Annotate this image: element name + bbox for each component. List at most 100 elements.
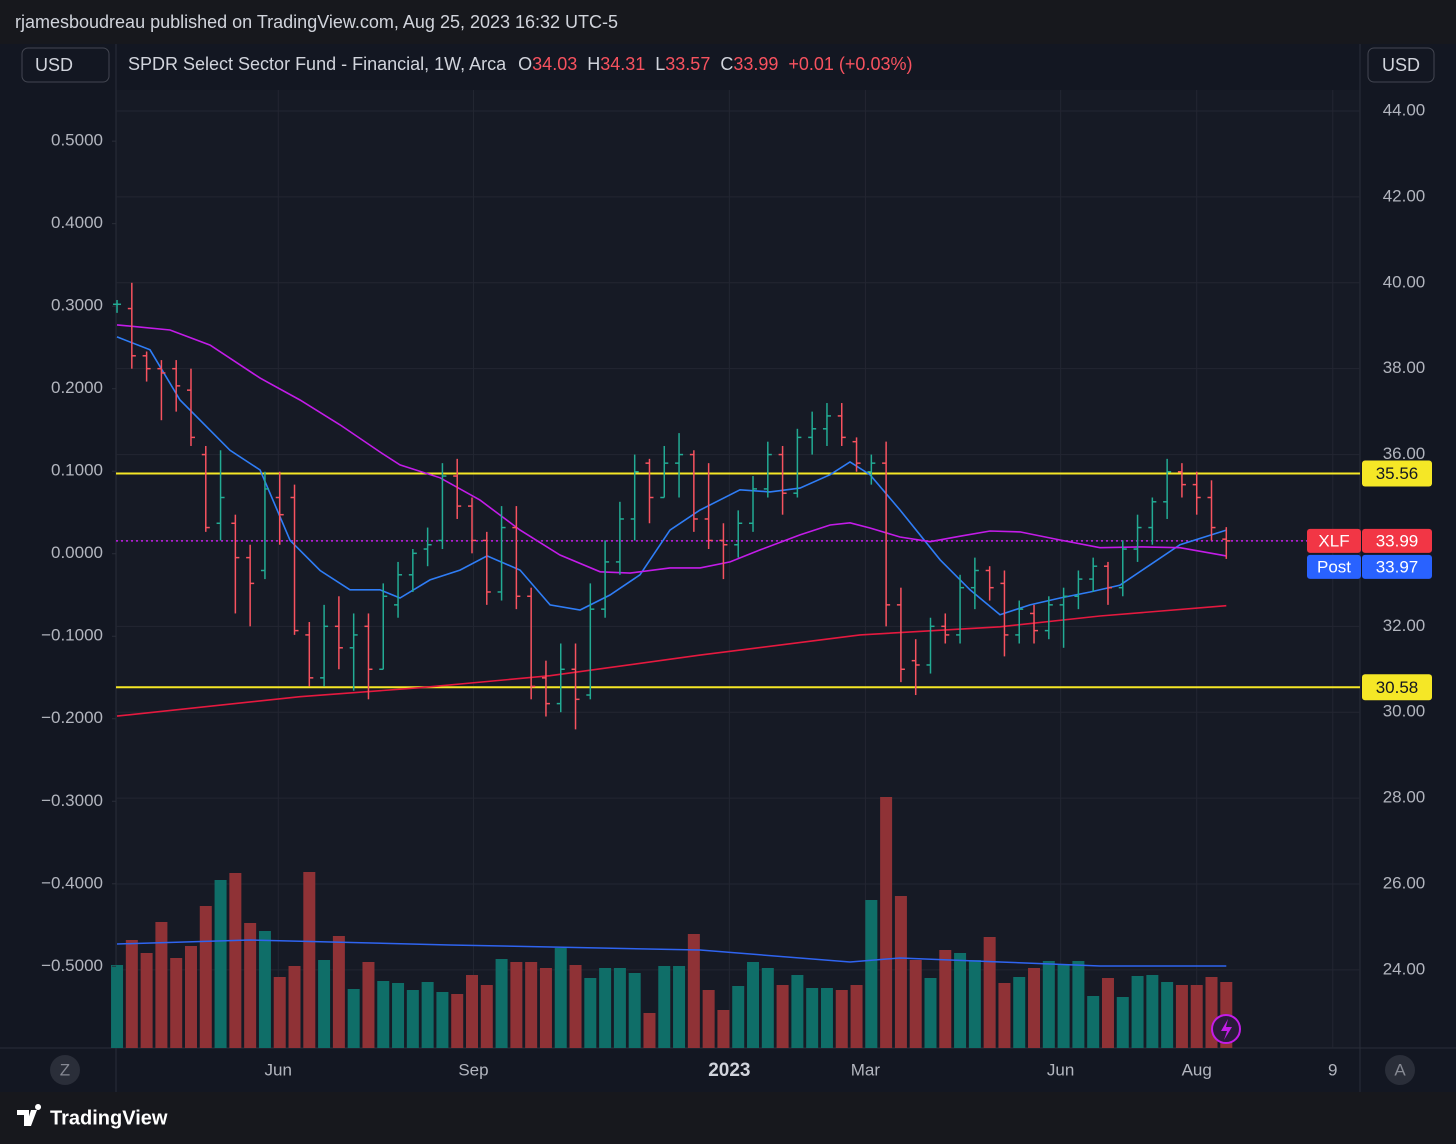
volume-bar (673, 966, 686, 1048)
volume-bar (820, 988, 833, 1048)
volume-bar (554, 948, 567, 1048)
currency-right[interactable]: USD (1382, 55, 1420, 75)
y2-tick-label: 0.1000 (51, 461, 103, 480)
volume-bar (658, 966, 671, 1048)
y2-tick-label: 0.5000 (51, 131, 103, 150)
volume-bar (495, 959, 508, 1048)
y-tick-label: 32.00 (1383, 616, 1426, 635)
legend-h: H (587, 54, 600, 74)
volume-bar (998, 983, 1011, 1048)
volume-bar (229, 873, 242, 1048)
volume-bar (954, 953, 967, 1048)
volume-bar (894, 896, 907, 1048)
volume-bar (584, 978, 597, 1048)
moving-average (116, 324, 1227, 574)
top-bar (0, 0, 1456, 44)
currency-box[interactable] (21, 47, 110, 83)
volume-bar (125, 940, 138, 1048)
volume-bar (140, 953, 153, 1048)
volume-bar (170, 958, 183, 1048)
price-tag (1362, 554, 1432, 579)
legend-open: 34.03 (532, 54, 577, 74)
a-label[interactable]: A (1394, 1060, 1406, 1079)
legend-title: SPDR Select Sector Fund - Financial, 1W,… (128, 54, 507, 74)
lightning-glyph (1221, 1019, 1232, 1040)
y-tick-label: 24.00 (1383, 959, 1426, 978)
volume-bar (525, 962, 538, 1048)
price-tag-name (1307, 554, 1361, 579)
volume-bar (288, 966, 301, 1048)
volume-bar (451, 994, 464, 1048)
volume-bar (1161, 982, 1174, 1048)
x-tick-label: 2023 (708, 1060, 750, 1081)
legend-low: 33.57 (665, 54, 710, 74)
price-tag-label: 33.99 (1376, 531, 1419, 550)
volume-bar (599, 968, 612, 1048)
price-tag (1362, 528, 1432, 553)
volume-bar (199, 906, 212, 1048)
y2-tick-label: −0.2000 (41, 708, 103, 727)
x-tick-label: Jun (1047, 1060, 1074, 1079)
volume-bar (791, 975, 804, 1048)
published-line: rjamesboudreau published on TradingView.… (15, 12, 618, 32)
volume-bar (155, 922, 168, 1048)
volume-bar (761, 968, 774, 1048)
legend-c: C (720, 54, 733, 74)
level-tag (1362, 460, 1432, 487)
y2-tick-label: −0.1000 (41, 626, 103, 645)
volume-bar (480, 985, 493, 1048)
currency-box[interactable] (1367, 47, 1435, 83)
volume-bar (1013, 977, 1026, 1048)
volume-bar (747, 962, 760, 1048)
currency-left[interactable]: USD (35, 55, 73, 75)
volume-bar (421, 982, 434, 1048)
x-tick-label: Jun (265, 1060, 292, 1079)
volume-bar (347, 989, 360, 1048)
volume-bar (1101, 978, 1114, 1048)
volume-bar (510, 962, 523, 1048)
y-tick-label: 38.00 (1383, 358, 1426, 377)
y-tick-label: 40.00 (1383, 272, 1426, 291)
volume-bar (214, 880, 227, 1048)
y2-tick-label: 0.4000 (51, 213, 103, 232)
price-tag-label: 33.97 (1376, 557, 1419, 576)
volume-bar (465, 975, 478, 1048)
volume-bar (628, 973, 641, 1048)
legend-high: 34.31 (600, 54, 645, 74)
volume-ma (116, 939, 1227, 967)
y2-tick-label: 0.0000 (51, 543, 103, 562)
volume-bar (273, 977, 286, 1048)
legend-change: +0.01 (+0.03%) (788, 54, 912, 74)
volume-bar (1072, 961, 1085, 1048)
volume-bar (732, 986, 745, 1048)
volume-bar (1057, 965, 1070, 1048)
volume-bar (406, 990, 419, 1048)
volume-bar (643, 1013, 656, 1048)
volume-bar (1042, 961, 1055, 1048)
y-tick-label: 26.00 (1383, 873, 1426, 892)
moving-average (116, 336, 1227, 616)
level-tag (1362, 674, 1432, 701)
x-tick-label: Mar (851, 1060, 881, 1079)
volume-bar (1175, 985, 1188, 1048)
volume-bar (983, 937, 996, 1048)
z-label[interactable]: Z (60, 1060, 70, 1079)
volume-bar (613, 968, 626, 1048)
volume-bar (1146, 975, 1159, 1048)
level-tag-label: 30.58 (1376, 678, 1419, 697)
plot-area (116, 90, 1360, 1048)
volume-bar (258, 931, 271, 1048)
volume-bar (1116, 997, 1129, 1048)
legend-o: O (518, 54, 532, 74)
legend-close: 33.99 (733, 54, 778, 74)
volume-bar (924, 978, 937, 1048)
volume-bar (332, 936, 345, 1048)
y2-tick-label: 0.3000 (51, 296, 103, 315)
a-button[interactable] (1385, 1055, 1415, 1085)
price-tag-name (1307, 528, 1361, 553)
z-button[interactable] (50, 1055, 80, 1085)
y2-tick-label: −0.4000 (41, 873, 103, 892)
volume-bar (702, 990, 715, 1048)
volume-bar (318, 960, 331, 1048)
volume-bar (1131, 976, 1144, 1048)
